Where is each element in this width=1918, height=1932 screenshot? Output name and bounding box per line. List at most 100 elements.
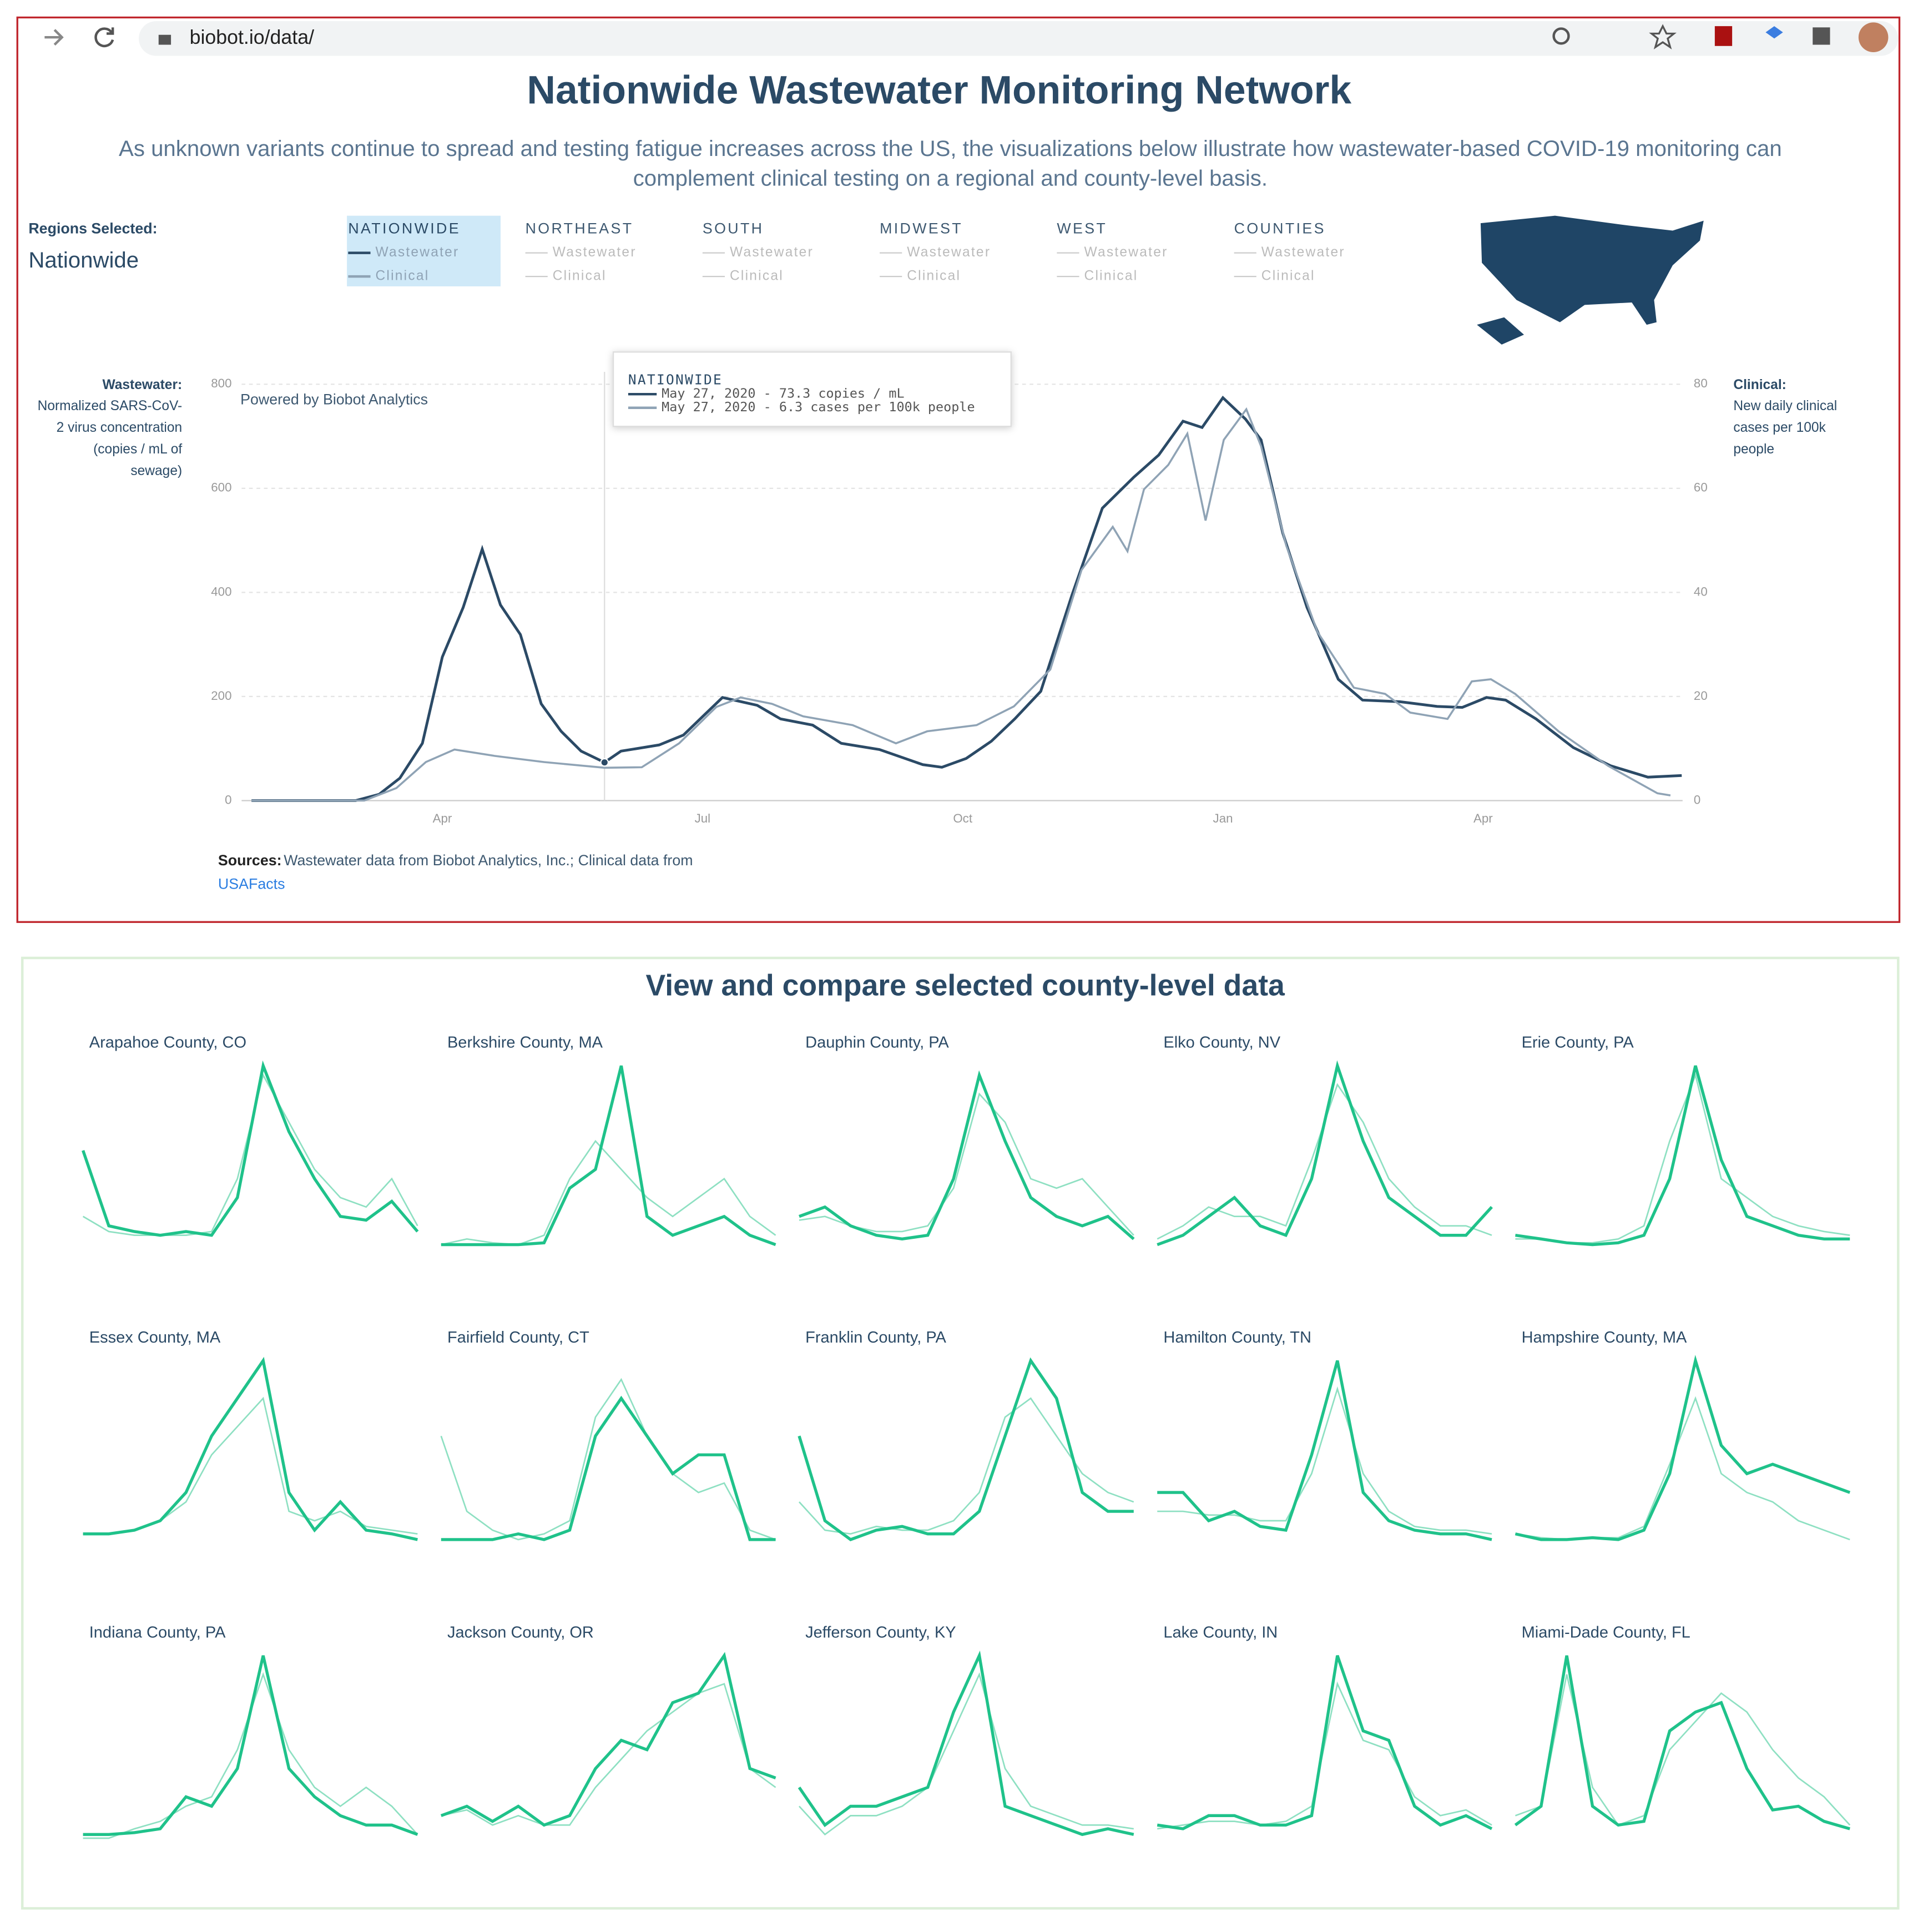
region-item[interactable]: Clinical [553, 269, 607, 284]
county-line [798, 1650, 1134, 1837]
county-line [441, 1139, 776, 1245]
county-line [441, 1395, 776, 1541]
county-title[interactable]: Elko County, NV [1163, 1034, 1280, 1052]
url[interactable]: biobot.io/data/ [190, 26, 314, 48]
region-item[interactable]: Wastewater [1084, 245, 1168, 260]
region-name[interactable]: MIDWEST [880, 220, 963, 236]
hover-point [600, 758, 609, 767]
extension-icon[interactable] [1765, 26, 1783, 39]
subtitle: complement clinical testing on a regiona… [633, 166, 1268, 191]
county-line [83, 1356, 418, 1541]
extension-icon[interactable] [1714, 26, 1733, 46]
top-frame [16, 16, 1901, 923]
sources-link[interactable]: USAFacts [218, 875, 285, 892]
region-name[interactable]: NATIONWIDE [348, 220, 461, 236]
county-grid: Arapahoe County, CO Berkshire County, MA D… [82, 1034, 1851, 1839]
y-tick-label: 400 [211, 584, 231, 598]
address-bar[interactable] [139, 21, 1899, 56]
tooltip-title: NATIONWIDE [628, 372, 723, 388]
y-axis-label: 2 virus concentration [57, 420, 183, 435]
y2-axis-label: people [1733, 442, 1774, 457]
region-item[interactable]: Clinical [730, 269, 784, 284]
county-title[interactable]: Franklin County, PA [805, 1329, 946, 1346]
reload-button[interactable] [94, 27, 114, 48]
y2-axis-title: Clinical: [1733, 377, 1786, 392]
county-title[interactable]: Lake County, IN [1163, 1623, 1278, 1641]
regions-value: Nationwide [28, 248, 139, 273]
region-item[interactable]: Clinical [375, 269, 429, 284]
region-name[interactable]: SOUTH [703, 220, 764, 236]
main-chart: 0 200 400 600 800 0 20 40 60 80 Apr Jul Oct Jan Apr Was… [38, 351, 1837, 892]
bookmark-icon[interactable] [1649, 24, 1677, 49]
region-item[interactable]: Wastewater [553, 245, 637, 260]
county-line [1157, 1386, 1492, 1535]
tooltip-line: May 27, 2020 - 73.3 copies / mL [662, 386, 904, 401]
county-line [83, 1672, 418, 1839]
region-item[interactable]: Wastewater [375, 245, 459, 260]
county-title[interactable]: Fairfield County, CT [447, 1329, 589, 1346]
county-title[interactable]: Hampshire County, MA [1522, 1329, 1687, 1346]
county-title[interactable]: Jefferson County, KY [805, 1623, 956, 1641]
x-tick-label: Jul [695, 811, 711, 825]
selected-region-highlight [347, 215, 501, 286]
county-title[interactable]: Jackson County, OR [447, 1623, 594, 1641]
county-line [82, 1060, 419, 1237]
region-item[interactable]: Clinical [1084, 269, 1138, 284]
y-axis-label: Normalized SARS-CoV- [38, 398, 183, 413]
powered-by: Powered by Biobot Analytics [240, 391, 428, 407]
series-line [251, 395, 1682, 802]
county-title[interactable]: Arapahoe County, CO [89, 1034, 246, 1052]
zoom-icon[interactable] [1552, 27, 1570, 45]
y2-tick-label: 20 [1694, 689, 1708, 703]
y2-tick-label: 60 [1694, 481, 1708, 495]
county-title[interactable]: Dauphin County, PA [805, 1034, 949, 1052]
region-name[interactable]: COUNTIES [1234, 220, 1326, 236]
region-item[interactable]: Wastewater [1261, 245, 1345, 260]
series-line [251, 407, 1671, 802]
x-tick-label: Oct [953, 811, 973, 825]
extensions-icon[interactable] [1813, 27, 1830, 45]
region-name[interactable]: WEST [1057, 220, 1107, 236]
county-line [440, 1652, 776, 1827]
county-line [1515, 1065, 1850, 1247]
y-axis-label: sewage) [130, 463, 182, 478]
region-item[interactable]: Wastewater [730, 245, 814, 260]
county-line [799, 1070, 1135, 1241]
x-tick-label: Apr [433, 811, 452, 825]
county-title[interactable]: Erie County, PA [1522, 1034, 1634, 1052]
tooltip-box [613, 351, 1012, 427]
y-axis-label: (copies / mL of [93, 442, 182, 457]
county-line [440, 1378, 776, 1541]
county-title[interactable]: Indiana County, PA [89, 1623, 226, 1641]
page-title: Nationwide Wastewater Monitoring Network [527, 68, 1351, 113]
y-tick-label: 600 [211, 481, 231, 495]
county-line [83, 1396, 418, 1535]
region-name[interactable]: NORTHEAST [526, 220, 634, 236]
lock-icon [158, 34, 171, 45]
county-line [1157, 1655, 1493, 1830]
y2-axis-label: cases per 100k [1733, 420, 1826, 435]
us-map[interactable] [1477, 215, 1704, 345]
y-tick-label: 800 [211, 376, 231, 390]
county-line [1157, 1681, 1492, 1830]
county-line [799, 1672, 1134, 1836]
y-tick-label: 200 [211, 689, 231, 703]
forward-button[interactable] [44, 29, 64, 46]
county-title[interactable]: Hamilton County, TN [1163, 1329, 1311, 1346]
county-line [798, 1357, 1134, 1541]
region-item[interactable]: Clinical [1261, 269, 1315, 284]
county-line [1515, 1355, 1851, 1541]
county-frame [21, 956, 1900, 1910]
y2-axis-label: New daily clinical [1733, 398, 1837, 413]
y2-tick-label: 40 [1694, 584, 1708, 598]
county-title[interactable]: Miami-Dade County, FL [1522, 1623, 1690, 1641]
profile-avatar[interactable] [1858, 22, 1889, 52]
county-line [83, 1655, 418, 1836]
regions-label: Regions Selected: [28, 220, 157, 236]
region-item[interactable]: Wastewater [907, 245, 991, 260]
county-title[interactable]: Berkshire County, MA [447, 1034, 603, 1052]
tooltip-line: May 27, 2020 - 6.3 cases per 100k people [662, 399, 975, 415]
region-item[interactable]: Clinical [907, 269, 961, 284]
county-title[interactable]: Essex County, MA [89, 1329, 221, 1346]
